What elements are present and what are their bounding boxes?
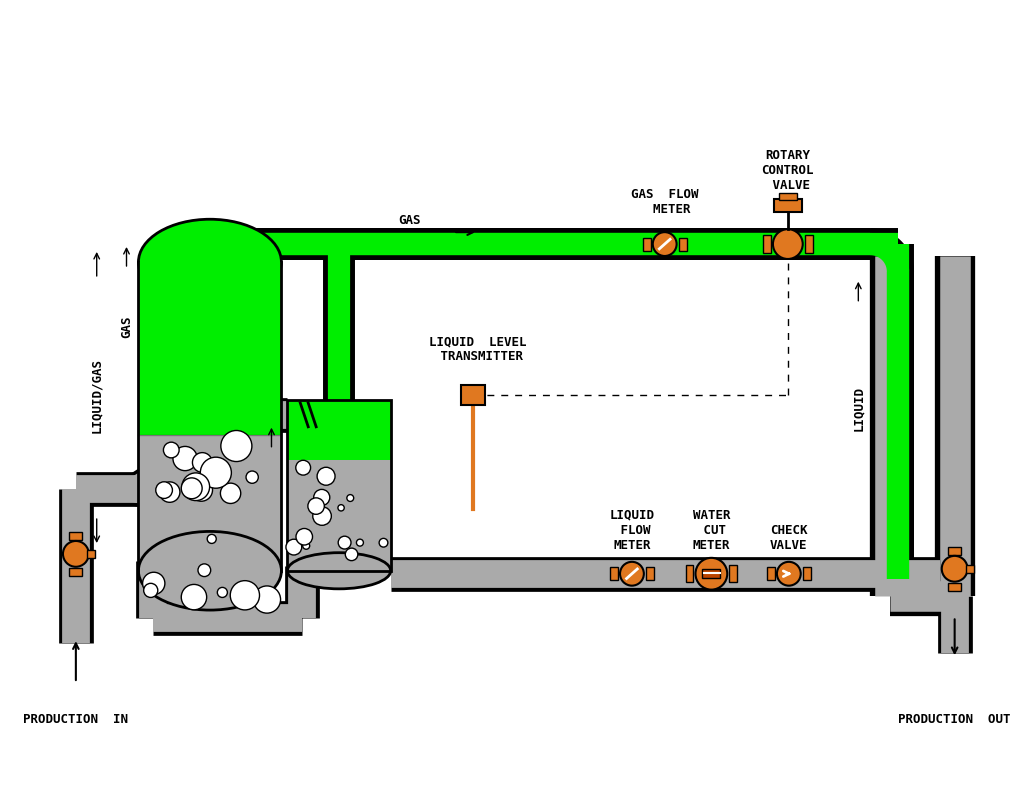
Circle shape [160, 482, 180, 502]
Bar [774, 199, 802, 212]
Circle shape [338, 536, 351, 549]
Bar [685, 565, 693, 582]
Text: LIQUID  LEVEL
 TRANSMITTER: LIQUID LEVEL TRANSMITTER [429, 335, 526, 363]
Text: GAS: GAS [398, 214, 421, 227]
Circle shape [942, 556, 968, 581]
Circle shape [220, 483, 241, 504]
Circle shape [221, 430, 252, 461]
Bar [87, 550, 95, 558]
Bar [288, 460, 390, 571]
Text: LIQUID/GAS: LIQUID/GAS [90, 358, 103, 433]
Circle shape [356, 539, 364, 546]
Circle shape [253, 586, 281, 613]
Circle shape [296, 528, 312, 545]
Bar [138, 262, 282, 435]
Text: LIQUID: LIQUID [852, 387, 865, 431]
Circle shape [313, 490, 330, 505]
Circle shape [620, 562, 644, 585]
Bar [610, 567, 618, 581]
Circle shape [347, 494, 353, 501]
Circle shape [286, 539, 302, 555]
Circle shape [246, 471, 258, 483]
Circle shape [652, 232, 677, 256]
Bar [288, 400, 390, 460]
Bar [70, 568, 82, 576]
Circle shape [164, 442, 179, 458]
Circle shape [379, 539, 388, 547]
Circle shape [181, 585, 207, 610]
Bar [138, 435, 282, 571]
Ellipse shape [138, 219, 282, 305]
Circle shape [201, 457, 231, 488]
Circle shape [296, 460, 310, 475]
Bar [679, 237, 686, 251]
Circle shape [190, 479, 213, 501]
Circle shape [345, 548, 357, 561]
Bar [805, 235, 813, 253]
Bar [643, 237, 651, 251]
Bar [779, 194, 797, 200]
Bar [767, 567, 775, 581]
Bar [70, 532, 82, 540]
Bar [763, 235, 771, 253]
Circle shape [695, 558, 727, 589]
Bar [461, 385, 485, 405]
Ellipse shape [288, 553, 390, 589]
Circle shape [156, 482, 172, 498]
Bar [729, 565, 737, 582]
Circle shape [181, 478, 202, 499]
Text: GAS: GAS [265, 418, 278, 441]
Text: GAS: GAS [120, 316, 133, 339]
Circle shape [217, 462, 228, 474]
Bar [646, 567, 653, 581]
Circle shape [207, 535, 216, 543]
Text: LIQUID
 FLOW
METER: LIQUID FLOW METER [609, 509, 654, 552]
Text: WATER
 CUT
METER: WATER CUT METER [692, 509, 730, 552]
Bar [948, 583, 962, 591]
Circle shape [338, 505, 344, 511]
Circle shape [198, 564, 211, 577]
Circle shape [142, 572, 165, 595]
Bar [948, 547, 962, 554]
Circle shape [193, 452, 212, 472]
Circle shape [308, 498, 325, 514]
Circle shape [182, 473, 210, 501]
Bar [288, 400, 390, 571]
Text: PRODUCTION  OUT: PRODUCTION OUT [898, 713, 1011, 726]
Bar [803, 567, 811, 581]
Text: PRODUCTION  IN: PRODUCTION IN [24, 713, 128, 726]
Text: CHECK
VALVE: CHECK VALVE [770, 524, 808, 552]
Circle shape [777, 562, 801, 585]
Circle shape [217, 588, 227, 597]
Circle shape [773, 229, 803, 259]
Bar [966, 565, 974, 573]
Circle shape [173, 446, 198, 471]
Circle shape [303, 543, 309, 549]
Ellipse shape [138, 532, 282, 610]
Circle shape [312, 507, 332, 525]
Text: ROTARY
CONTROL
 VALVE: ROTARY CONTROL VALVE [762, 149, 814, 192]
Bar [702, 569, 720, 577]
Circle shape [230, 581, 259, 610]
Circle shape [317, 467, 335, 485]
Circle shape [219, 466, 228, 475]
Text: GAS  FLOW
  METER: GAS FLOW METER [631, 188, 698, 216]
Circle shape [143, 583, 158, 597]
Circle shape [62, 541, 89, 567]
